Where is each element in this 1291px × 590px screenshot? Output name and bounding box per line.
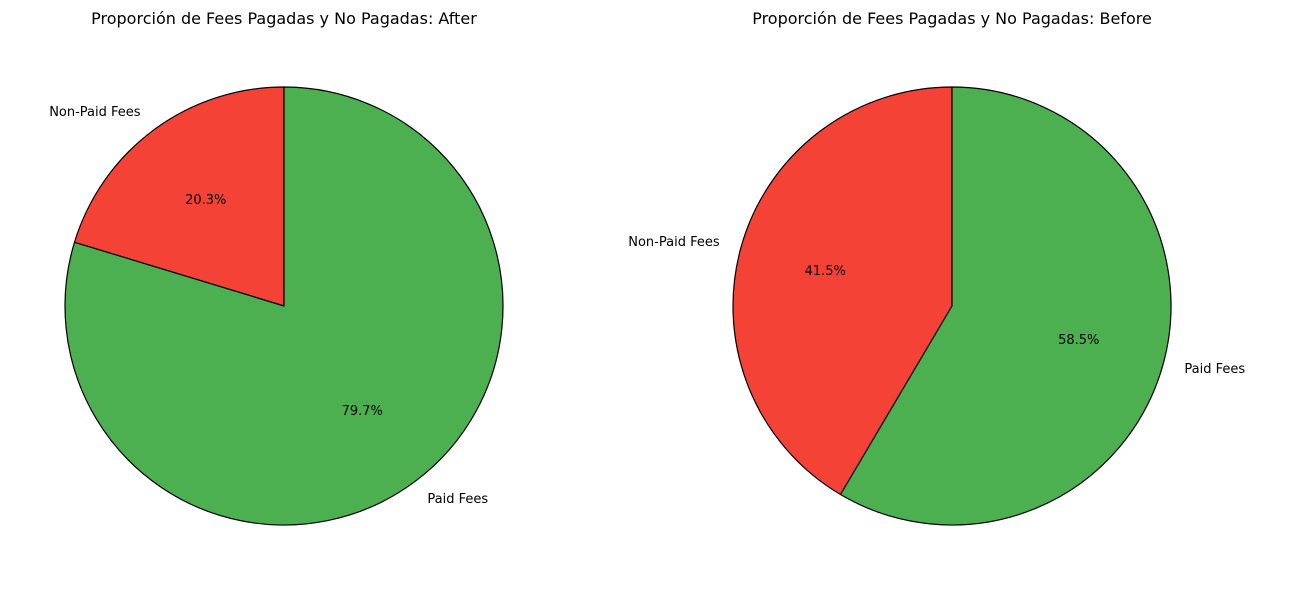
pie-slice-paid-fees-before: [839, 86, 1172, 526]
slice-label-non-paid-fees-before: Non-Paid Fees: [628, 235, 720, 250]
pie-before-slices: 41.5% Non-Paid Fees 58.5% Paid Fees: [628, 86, 1245, 526]
chart-title-after: Proporción de Fees Pagadas y No Pagadas:…: [91, 9, 477, 28]
pct-label-paid-fees-after: 79.7%: [342, 404, 383, 419]
pct-label-non-paid-fees-after: 20.3%: [185, 193, 226, 208]
pie-chart-after: Proporción de Fees Pagadas y No Pagadas:…: [49, 9, 504, 526]
slice-label-non-paid-fees-after: Non-Paid Fees: [49, 105, 141, 120]
slice-label-paid-fees-after: Paid Fees: [427, 492, 488, 507]
pct-label-paid-fees-before: 58.5%: [1058, 333, 1099, 348]
pie-slice-non-paid-fees-after: [73, 86, 285, 307]
pct-label-non-paid-fees-before: 41.5%: [805, 264, 846, 279]
pie-chart-before: Proporción de Fees Pagadas y No Pagadas:…: [628, 9, 1245, 526]
chart-title-before: Proporción de Fees Pagadas y No Pagadas:…: [752, 9, 1152, 28]
pie-slice-paid-fees-after: [64, 86, 504, 526]
slice-label-paid-fees-before: Paid Fees: [1184, 362, 1245, 377]
pie-slice-non-paid-fees-before: [732, 86, 953, 496]
pie-after-slices: 20.3% Non-Paid Fees 79.7% Paid Fees: [49, 86, 504, 526]
